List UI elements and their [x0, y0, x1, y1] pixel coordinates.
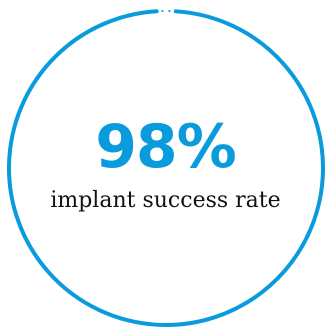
- stat-caption: implant success rate: [50, 188, 281, 213]
- stat-value: 98%: [95, 112, 237, 182]
